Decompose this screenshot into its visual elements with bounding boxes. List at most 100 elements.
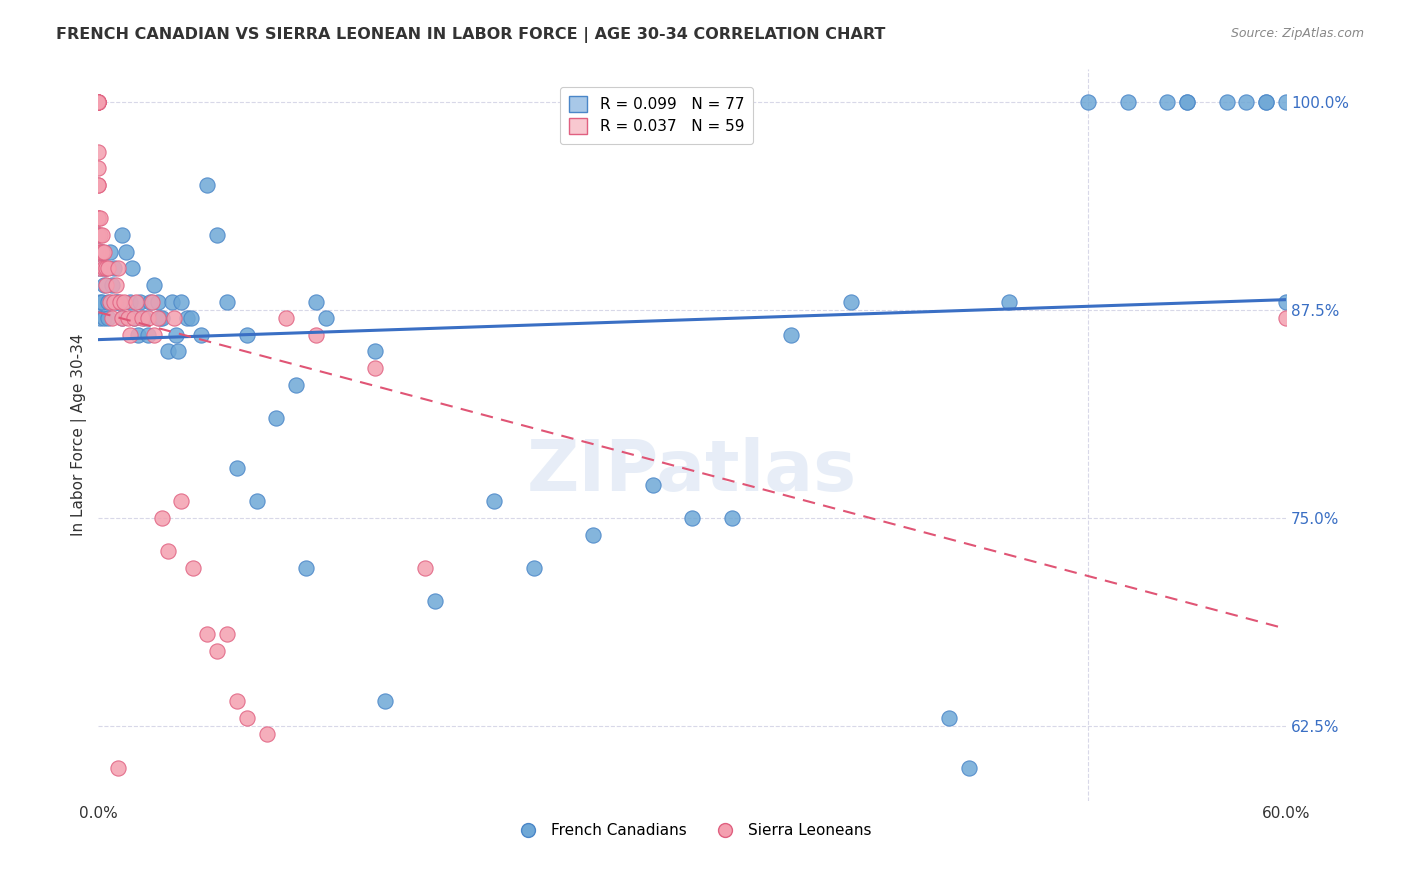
Point xyxy=(236,327,259,342)
Point xyxy=(103,294,125,309)
Point xyxy=(681,511,703,525)
Point xyxy=(150,311,173,326)
Point xyxy=(256,727,278,741)
Point xyxy=(141,294,163,309)
Point xyxy=(118,294,141,309)
Point xyxy=(122,311,145,326)
Point xyxy=(98,244,121,259)
Point xyxy=(87,178,110,192)
Point xyxy=(1275,95,1298,109)
Point xyxy=(97,261,120,276)
Point xyxy=(780,327,803,342)
Point xyxy=(364,344,387,359)
Point xyxy=(195,178,218,192)
Point xyxy=(285,377,308,392)
Point xyxy=(1275,294,1298,309)
Point xyxy=(132,311,155,326)
Point xyxy=(87,161,110,176)
Point xyxy=(998,294,1021,309)
Point xyxy=(111,311,134,326)
Point xyxy=(108,294,131,309)
Point xyxy=(93,261,115,276)
Point xyxy=(101,277,124,292)
Point xyxy=(87,211,110,226)
Point xyxy=(1256,95,1278,109)
Point xyxy=(246,494,269,508)
Point xyxy=(107,761,129,775)
Text: Source: ZipAtlas.com: Source: ZipAtlas.com xyxy=(1230,27,1364,40)
Point xyxy=(205,644,228,658)
Point xyxy=(266,411,288,425)
Point xyxy=(117,311,139,326)
Point xyxy=(129,294,152,309)
Point xyxy=(97,294,120,309)
Point xyxy=(111,311,134,326)
Point xyxy=(87,95,110,109)
Point xyxy=(105,294,128,309)
Point xyxy=(413,561,436,575)
Point xyxy=(1275,311,1298,326)
Point xyxy=(641,477,664,491)
Point xyxy=(125,294,148,309)
Point xyxy=(162,311,184,326)
Point xyxy=(136,311,159,326)
Point xyxy=(96,261,118,276)
Point xyxy=(105,277,128,292)
Point xyxy=(146,311,169,326)
Point xyxy=(91,227,114,242)
Point xyxy=(957,761,980,775)
Point xyxy=(839,294,862,309)
Point xyxy=(720,511,742,525)
Point xyxy=(150,511,173,525)
Point xyxy=(149,311,172,326)
Point xyxy=(115,244,138,259)
Point xyxy=(87,95,110,109)
Point xyxy=(305,327,328,342)
Point xyxy=(91,244,114,259)
Point xyxy=(96,277,118,292)
Point xyxy=(89,211,111,226)
Point xyxy=(87,178,110,192)
Point xyxy=(205,227,228,242)
Point xyxy=(146,294,169,309)
Point xyxy=(96,261,118,276)
Point xyxy=(91,294,114,309)
Point xyxy=(136,327,159,342)
Point xyxy=(93,244,115,259)
Point xyxy=(423,594,446,608)
Point xyxy=(484,494,506,508)
Point xyxy=(1215,95,1237,109)
Point xyxy=(93,277,115,292)
Point xyxy=(118,327,141,342)
Text: FRENCH CANADIAN VS SIERRA LEONEAN IN LABOR FORCE | AGE 30-34 CORRELATION CHART: FRENCH CANADIAN VS SIERRA LEONEAN IN LAB… xyxy=(56,27,886,43)
Point xyxy=(97,311,120,326)
Point xyxy=(215,627,238,641)
Point xyxy=(121,261,143,276)
Point xyxy=(98,294,121,309)
Point xyxy=(180,311,202,326)
Legend: French Canadians, Sierra Leoneans: French Canadians, Sierra Leoneans xyxy=(506,817,877,845)
Point xyxy=(165,327,187,342)
Point xyxy=(87,211,110,226)
Point xyxy=(170,494,193,508)
Point xyxy=(89,244,111,259)
Point xyxy=(87,95,110,109)
Y-axis label: In Labor Force | Age 30-34: In Labor Force | Age 30-34 xyxy=(72,334,87,536)
Point xyxy=(122,311,145,326)
Point xyxy=(91,244,114,259)
Point xyxy=(89,227,111,242)
Point xyxy=(89,311,111,326)
Point xyxy=(131,311,153,326)
Point xyxy=(170,294,193,309)
Point xyxy=(103,261,125,276)
Point xyxy=(523,561,546,575)
Point xyxy=(139,294,162,309)
Point xyxy=(87,95,110,109)
Point xyxy=(183,561,205,575)
Point xyxy=(87,95,110,109)
Point xyxy=(305,294,328,309)
Point xyxy=(91,261,114,276)
Point xyxy=(315,311,337,326)
Point xyxy=(87,145,110,159)
Point xyxy=(101,311,124,326)
